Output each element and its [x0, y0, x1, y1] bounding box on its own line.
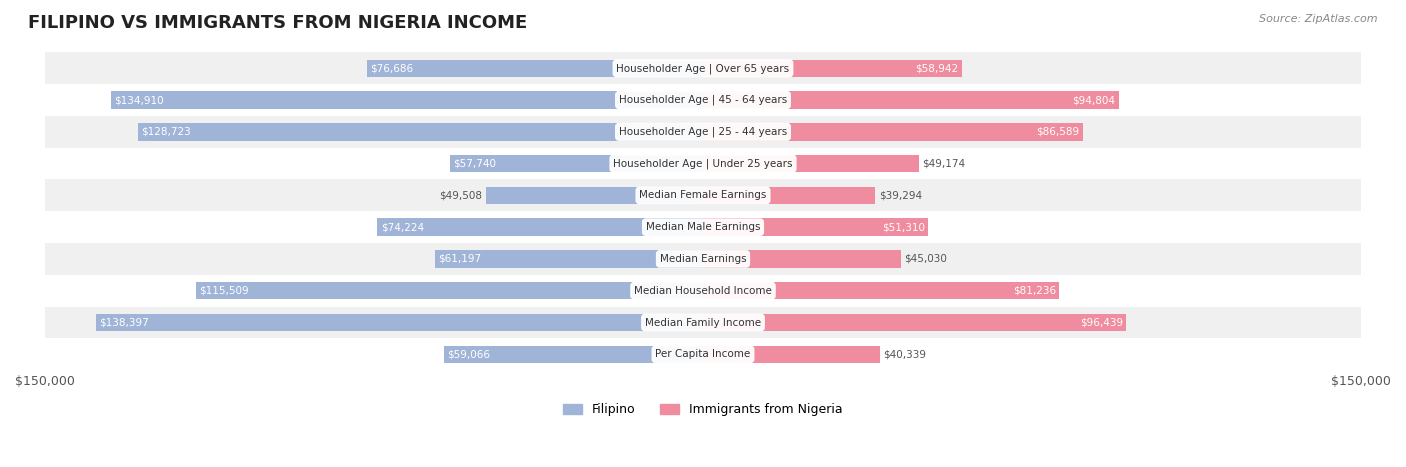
Bar — [96, 314, 703, 331]
Text: $57,740: $57,740 — [453, 159, 496, 169]
Text: $81,236: $81,236 — [1012, 286, 1056, 296]
Text: Median Female Earnings: Median Female Earnings — [640, 191, 766, 200]
Bar — [450, 155, 703, 172]
Text: $49,508: $49,508 — [440, 191, 482, 200]
Bar — [377, 219, 703, 236]
Text: $59,066: $59,066 — [447, 349, 491, 359]
Text: $49,174: $49,174 — [922, 159, 965, 169]
Bar — [45, 84, 1361, 116]
Bar — [45, 211, 1361, 243]
Bar — [138, 123, 703, 141]
Bar — [434, 250, 703, 268]
Text: Householder Age | Under 25 years: Householder Age | Under 25 years — [613, 158, 793, 169]
Text: Median Household Income: Median Household Income — [634, 286, 772, 296]
Bar — [45, 243, 1361, 275]
Bar — [703, 282, 1059, 299]
Bar — [703, 219, 928, 236]
Bar — [367, 59, 703, 77]
Bar — [703, 123, 1083, 141]
Bar — [486, 187, 703, 204]
Text: $58,942: $58,942 — [915, 63, 959, 73]
Text: $134,910: $134,910 — [114, 95, 165, 105]
Bar — [703, 346, 880, 363]
Text: Per Capita Income: Per Capita Income — [655, 349, 751, 359]
Bar — [703, 314, 1126, 331]
Text: $39,294: $39,294 — [879, 191, 922, 200]
Bar — [703, 91, 1119, 109]
Bar — [703, 250, 901, 268]
Text: $138,397: $138,397 — [100, 318, 149, 327]
Text: $61,197: $61,197 — [437, 254, 481, 264]
Text: Median Family Income: Median Family Income — [645, 318, 761, 327]
Text: Median Earnings: Median Earnings — [659, 254, 747, 264]
Text: Householder Age | 45 - 64 years: Householder Age | 45 - 64 years — [619, 95, 787, 105]
Legend: Filipino, Immigrants from Nigeria: Filipino, Immigrants from Nigeria — [558, 398, 848, 421]
Bar — [703, 187, 876, 204]
Text: $76,686: $76,686 — [370, 63, 413, 73]
Bar — [45, 148, 1361, 179]
Text: Householder Age | Over 65 years: Householder Age | Over 65 years — [616, 63, 790, 73]
Text: $115,509: $115,509 — [200, 286, 249, 296]
Text: FILIPINO VS IMMIGRANTS FROM NIGERIA INCOME: FILIPINO VS IMMIGRANTS FROM NIGERIA INCO… — [28, 14, 527, 32]
Bar — [45, 179, 1361, 211]
Text: Householder Age | 25 - 44 years: Householder Age | 25 - 44 years — [619, 127, 787, 137]
Bar — [703, 155, 918, 172]
Bar — [111, 91, 703, 109]
Text: $40,339: $40,339 — [883, 349, 927, 359]
Bar — [45, 339, 1361, 370]
Text: $51,310: $51,310 — [882, 222, 925, 232]
Text: $94,804: $94,804 — [1073, 95, 1115, 105]
Text: $96,439: $96,439 — [1080, 318, 1123, 327]
Bar — [45, 52, 1361, 84]
Bar — [197, 282, 703, 299]
Bar — [444, 346, 703, 363]
Text: $86,589: $86,589 — [1036, 127, 1080, 137]
Bar — [703, 59, 962, 77]
Bar — [45, 275, 1361, 307]
Text: $128,723: $128,723 — [142, 127, 191, 137]
Bar — [45, 307, 1361, 339]
Text: Median Male Earnings: Median Male Earnings — [645, 222, 761, 232]
Text: $45,030: $45,030 — [904, 254, 946, 264]
Text: Source: ZipAtlas.com: Source: ZipAtlas.com — [1260, 14, 1378, 24]
Text: $74,224: $74,224 — [381, 222, 423, 232]
Bar — [45, 116, 1361, 148]
